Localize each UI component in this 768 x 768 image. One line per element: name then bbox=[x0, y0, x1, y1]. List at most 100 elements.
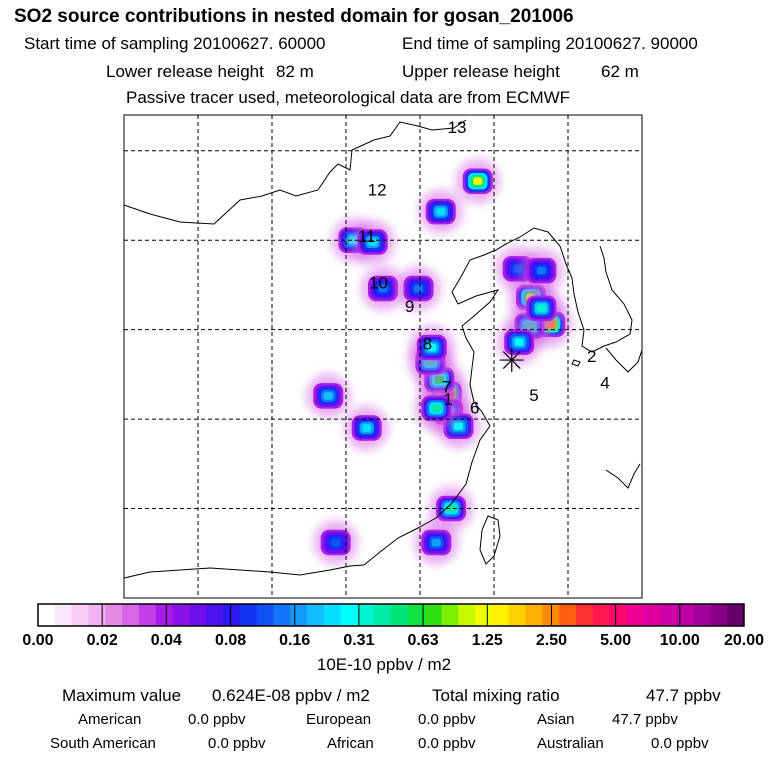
plume bbox=[497, 320, 542, 365]
colorbar-units: 10E-10 ppbv / m2 bbox=[316, 655, 452, 674]
plume-ring bbox=[431, 404, 441, 413]
colorbar-tick-label: 1.25 bbox=[472, 632, 503, 649]
colorbar-swatch bbox=[239, 604, 258, 626]
colorbar-swatch bbox=[475, 604, 493, 626]
colorbar-tick-label: 5.00 bbox=[600, 632, 631, 649]
colorbar-tick-label: 2.50 bbox=[536, 632, 567, 649]
plume-ring bbox=[473, 177, 483, 186]
source-marker-label: 5 bbox=[529, 386, 538, 405]
plume-ring bbox=[514, 338, 524, 347]
colorbar-swatch bbox=[290, 604, 308, 626]
border-line bbox=[124, 119, 467, 225]
colorbar-swatch bbox=[441, 604, 459, 626]
colorbar-swatch bbox=[659, 604, 678, 626]
colorbar-swatch bbox=[508, 604, 526, 626]
start-time-label: Start time of sampling 20100627. 60000 bbox=[24, 34, 326, 53]
colorbar-swatch bbox=[105, 604, 123, 626]
colorbar-swatch bbox=[54, 604, 73, 626]
colorbar-swatch bbox=[559, 604, 577, 626]
colorbar-swatch bbox=[206, 604, 224, 626]
chart-title: SO2 source contributions in nested domai… bbox=[14, 6, 574, 27]
lower-height-value: 82 m bbox=[276, 62, 314, 81]
plume-ring bbox=[536, 266, 546, 275]
colorbar-swatch bbox=[575, 604, 594, 626]
plume bbox=[344, 406, 389, 451]
plume bbox=[306, 373, 351, 418]
plume bbox=[350, 220, 395, 265]
map-frame bbox=[123, 114, 643, 599]
category-name: Asian bbox=[537, 711, 575, 728]
plume-ring bbox=[431, 538, 441, 547]
plume bbox=[519, 248, 564, 293]
receptor-star-ray bbox=[502, 351, 521, 369]
colorbar-swatch bbox=[727, 604, 745, 626]
gridlines bbox=[124, 115, 642, 598]
category-name: South American bbox=[50, 735, 156, 752]
colorbar-swatch bbox=[172, 604, 190, 626]
plume-ring bbox=[323, 391, 333, 400]
source-marker-label: 2 bbox=[587, 347, 596, 366]
category-name: African bbox=[327, 735, 374, 752]
colorbar-tick-label: 0.08 bbox=[215, 632, 246, 649]
source-marker-label: 1 bbox=[443, 390, 452, 409]
korea-coastline bbox=[559, 245, 633, 353]
colorbar-swatch bbox=[88, 604, 106, 626]
colorbar-swatch bbox=[71, 604, 89, 626]
category-value: 0.0 ppbv bbox=[418, 711, 476, 728]
plume bbox=[396, 266, 441, 311]
colorbar-swatch bbox=[155, 604, 173, 626]
colorbar-swatch bbox=[273, 604, 291, 626]
colorbar-tick-label: 0.63 bbox=[408, 632, 439, 649]
lower-height-label: Lower release height bbox=[106, 62, 264, 81]
plume-ring bbox=[413, 284, 424, 293]
colorbar-tick-label: 10.00 bbox=[660, 632, 700, 649]
category-value: 0.0 ppbv bbox=[208, 735, 266, 752]
source-marker-label: 9 bbox=[405, 297, 414, 316]
border-south bbox=[124, 564, 365, 579]
kyushu-coast bbox=[605, 463, 641, 489]
source-marker-label: 7 bbox=[442, 377, 451, 396]
colorbar-swatch bbox=[222, 604, 241, 626]
colorbar-tick-label: 0.02 bbox=[87, 632, 118, 649]
plume-ring bbox=[536, 304, 546, 313]
taiwan-island bbox=[479, 515, 501, 565]
tracer-note: Passive tracer used, meteorological data… bbox=[126, 88, 571, 107]
max-value-label: Maximum value bbox=[62, 686, 182, 705]
colorbar-swatch bbox=[340, 604, 358, 626]
plume-ring bbox=[362, 424, 372, 432]
colorbar-swatch bbox=[525, 604, 543, 626]
colorbar-swatch bbox=[306, 604, 325, 626]
colorbar-swatch bbox=[542, 604, 560, 626]
plume bbox=[455, 159, 500, 204]
plume-ring bbox=[378, 284, 388, 293]
colorbar-swatch bbox=[323, 604, 342, 626]
source-marker-label: 4 bbox=[600, 374, 609, 393]
colorbar-swatch bbox=[693, 604, 711, 626]
category-value: 0.0 ppbv bbox=[651, 735, 709, 752]
category-name: American bbox=[78, 711, 142, 728]
plume-ring bbox=[453, 422, 464, 431]
colorbar-swatch bbox=[676, 604, 695, 626]
colorbar-swatch bbox=[122, 604, 140, 626]
colorbar-swatch bbox=[424, 604, 442, 626]
total-mixing-label: Total mixing ratio bbox=[432, 686, 560, 705]
plume bbox=[361, 266, 405, 311]
receptor bbox=[499, 348, 524, 373]
colorbar-swatch bbox=[138, 604, 157, 626]
receptor-star-icon bbox=[499, 348, 524, 373]
plume bbox=[414, 520, 459, 565]
plume bbox=[313, 520, 358, 565]
colorbar-swatch bbox=[643, 604, 661, 626]
plume-ring bbox=[436, 207, 446, 216]
colorbar-swatch bbox=[189, 604, 207, 626]
colorbar-swatch bbox=[491, 604, 510, 626]
colorbar-tick-label: 0.31 bbox=[343, 632, 374, 649]
colorbar-swatch bbox=[407, 604, 426, 626]
colorbar-tick-label: 20.00 bbox=[724, 632, 764, 649]
category-value: 0.0 ppbv bbox=[188, 711, 246, 728]
source-marker-label: 11 bbox=[358, 227, 376, 246]
colorbar-swatch bbox=[458, 604, 476, 626]
